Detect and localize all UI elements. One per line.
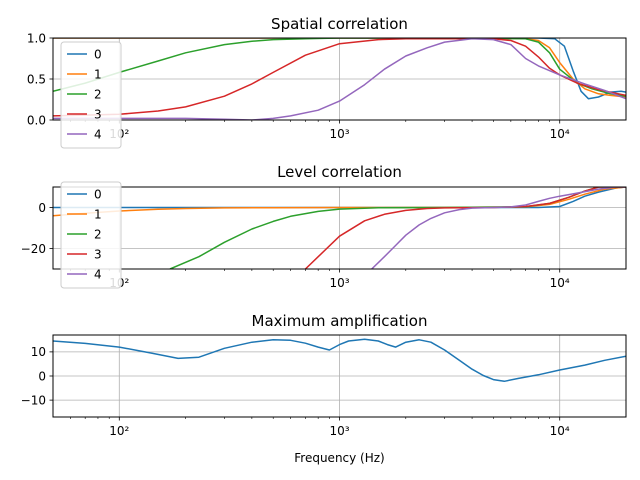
series-line-0 — [53, 338, 626, 383]
series-line-4 — [371, 187, 626, 269]
legend-label: 0 — [94, 47, 102, 61]
y-tick-label: −20 — [21, 242, 46, 256]
panel-title: Maximum amplification — [252, 312, 428, 330]
y-tick-label: 0 — [38, 201, 46, 215]
legend-label: 3 — [94, 107, 102, 121]
x-tick-label: 10² — [109, 424, 129, 438]
y-tick-label: 0 — [38, 369, 46, 383]
x-tick-label: 10³ — [329, 276, 349, 290]
panel-spatial-correlation: Spatial correlation 10²10³10⁴0.00.51.0 — [27, 15, 627, 141]
legend-label: 4 — [94, 127, 102, 141]
y-tick-label: −10 — [21, 393, 46, 407]
y-tick-label: 0.0 — [27, 113, 46, 127]
x-axis-label: Frequency (Hz) — [294, 451, 385, 465]
legend-spatial: 0 1 2 3 4 — [60, 41, 122, 149]
legend-box — [60, 41, 122, 149]
series-line-1 — [53, 187, 626, 217]
legend-label: 1 — [94, 207, 102, 221]
legend-label: 2 — [94, 227, 102, 241]
x-tick-label: 10⁴ — [550, 276, 570, 290]
legend-box — [60, 181, 122, 289]
panel-title: Spatial correlation — [271, 15, 408, 33]
y-tick-label: 1.0 — [27, 31, 46, 45]
y-tick-label: 10 — [31, 345, 46, 359]
panel-maximum-amplification: Maximum amplification 10² 10³ 10⁴ −10 0 10 — [21, 312, 627, 438]
x-tick-label: 10⁴ — [550, 127, 570, 141]
series-layer — [53, 187, 626, 269]
x-tick-label: 10³ — [329, 424, 349, 438]
series-layer — [53, 338, 626, 383]
legend-level: 0 1 2 3 4 — [60, 181, 122, 289]
x-tick-label: 10⁴ — [550, 424, 570, 438]
panel-title: Level correlation — [277, 163, 402, 181]
series-layer — [53, 38, 626, 120]
legend-label: 0 — [94, 187, 102, 201]
legend-label: 3 — [94, 247, 102, 261]
ticks: 10² 10³ 10⁴ −10 0 10 — [21, 345, 570, 438]
legend-label: 4 — [94, 267, 102, 281]
x-tick-label: 10³ — [329, 127, 349, 141]
legend-label: 1 — [94, 67, 102, 81]
legend-label: 2 — [94, 87, 102, 101]
y-tick-label: 0.5 — [27, 72, 46, 86]
